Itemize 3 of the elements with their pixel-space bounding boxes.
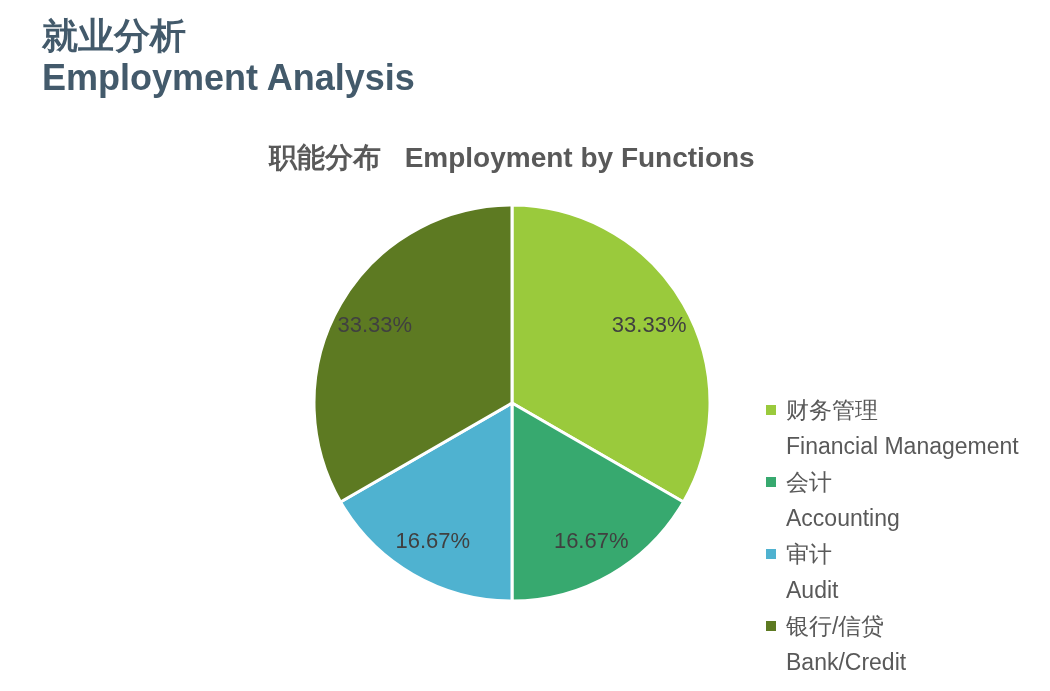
title: 就业分析 Employment Analysis xyxy=(42,15,415,98)
subtitle: 职能分布 Employment by Functions xyxy=(269,142,755,173)
legend-label: 审计 Audit xyxy=(786,541,840,603)
